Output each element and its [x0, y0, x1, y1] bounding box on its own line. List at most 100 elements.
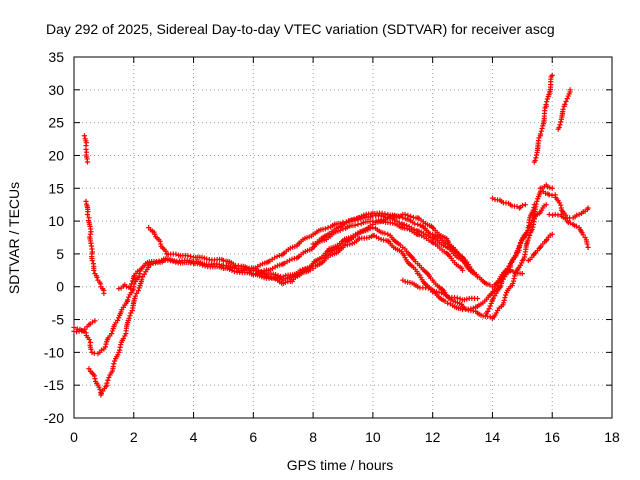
- data-point: [231, 268, 238, 275]
- data-point: [140, 274, 146, 280]
- data-point: [567, 87, 573, 93]
- data-point: [394, 213, 400, 219]
- x-axis-label: GPS time / hours: [287, 457, 394, 473]
- data-point: [376, 235, 382, 241]
- data-point: [352, 233, 358, 239]
- data-point: [584, 241, 590, 247]
- data-point: [325, 225, 331, 231]
- data-point: [557, 122, 563, 128]
- data-point: [416, 232, 422, 238]
- data-point: [576, 211, 582, 218]
- data-point: [503, 292, 509, 298]
- data-point: [98, 347, 105, 353]
- data-point: [355, 231, 361, 237]
- data-point: [501, 297, 507, 303]
- data-point: [185, 253, 191, 259]
- data-point: [485, 308, 491, 314]
- data-point: [459, 267, 466, 273]
- data-point: [562, 101, 568, 108]
- data-point: [102, 344, 108, 350]
- data-point: [549, 72, 555, 78]
- data-point: [139, 277, 145, 283]
- x-tick-label: 18: [604, 429, 620, 445]
- data-point: [120, 335, 126, 342]
- x-tick-label: 2: [130, 429, 138, 445]
- data-point: [457, 296, 463, 302]
- data-point: [442, 298, 448, 304]
- data-point: [533, 155, 539, 161]
- data-point: [170, 258, 176, 264]
- y-tick-label: -15: [44, 377, 64, 393]
- data-point: [82, 326, 88, 332]
- data-point: [253, 271, 259, 277]
- plot-area-frame: [73, 56, 613, 419]
- data-point: [392, 212, 398, 218]
- data-point: [564, 96, 570, 102]
- data-point: [84, 211, 91, 218]
- data-point: [585, 205, 591, 211]
- data-point: [544, 96, 551, 102]
- data-point: [111, 361, 117, 367]
- data-point: [272, 272, 279, 278]
- data-point: [567, 220, 573, 226]
- data-point: [527, 232, 533, 238]
- data-point: [201, 255, 207, 261]
- data-point: [101, 290, 107, 296]
- data-point: [385, 211, 391, 218]
- data-point: [401, 252, 407, 258]
- data-point: [132, 293, 138, 299]
- data-point: [538, 128, 544, 134]
- data-point: [106, 374, 112, 381]
- data-point: [128, 281, 135, 287]
- data-point: [405, 212, 411, 218]
- data-point: [173, 251, 179, 257]
- y-tick-label: 5: [56, 246, 64, 262]
- data-point: [280, 251, 286, 257]
- data-point: [430, 225, 436, 231]
- data-point: [347, 241, 353, 247]
- data-point: [487, 303, 493, 309]
- data-point: [86, 336, 92, 343]
- data-point: [197, 261, 203, 267]
- data-point: [454, 295, 460, 301]
- data-point: [529, 226, 535, 233]
- x-tick-label: 14: [485, 429, 501, 445]
- y-tick-label: 30: [48, 82, 64, 98]
- data-point: [510, 280, 516, 287]
- data-point: [580, 232, 586, 238]
- data-point: [402, 211, 408, 217]
- data-point: [194, 261, 200, 267]
- data-point: [81, 133, 88, 139]
- data-point: [519, 271, 525, 277]
- data-point: [381, 214, 387, 220]
- data-point: [378, 236, 384, 242]
- data-point: [84, 159, 91, 165]
- y-tick-label: -10: [44, 344, 64, 360]
- data-point: [358, 221, 364, 227]
- data-point: [474, 274, 481, 280]
- data-point: [560, 106, 566, 112]
- data-point: [274, 253, 280, 260]
- data-point: [404, 226, 410, 232]
- data-point: [530, 224, 536, 230]
- x-tick-label: 12: [425, 429, 441, 445]
- y-tick-label: 25: [48, 115, 64, 131]
- data-point: [544, 99, 550, 105]
- data-point: [112, 358, 118, 364]
- y-tick-label: 15: [48, 180, 64, 196]
- data-point: [127, 313, 133, 319]
- data-point: [150, 260, 156, 267]
- x-tick-label: 8: [309, 429, 317, 445]
- data-point: [256, 270, 262, 276]
- data-point: [382, 211, 388, 217]
- data-point: [549, 231, 555, 237]
- data-point: [238, 267, 244, 274]
- x-tick-labels: 0 2 4 6 8 10 12 14 16 18: [70, 429, 620, 445]
- data-point: [558, 119, 564, 125]
- data-point: [87, 231, 94, 237]
- data-point: [167, 258, 174, 264]
- data-point: [122, 333, 128, 339]
- data-point: [585, 244, 591, 250]
- data-point: [531, 202, 537, 208]
